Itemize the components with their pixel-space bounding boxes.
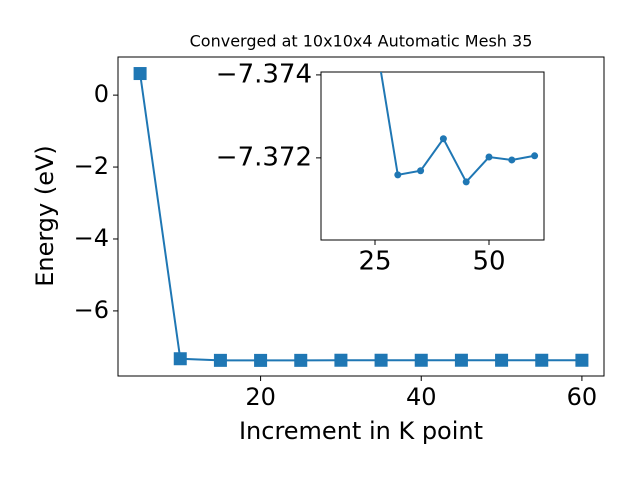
data-point <box>173 352 187 366</box>
y-axis-label: Energy (eV) <box>31 145 59 287</box>
x-tick-label: 50 <box>472 247 505 277</box>
data-point <box>254 353 268 367</box>
y-tick-label: 0 <box>94 80 109 108</box>
data-point <box>213 353 227 367</box>
data-point <box>414 353 428 367</box>
plot-area <box>320 71 545 241</box>
data-point <box>462 178 470 186</box>
x-tick-label: 25 <box>358 247 391 277</box>
data-point <box>334 353 348 367</box>
y-tick-label: −4 <box>74 224 109 252</box>
data-point <box>535 353 549 367</box>
x-axis-label: Increment in K point <box>239 417 483 445</box>
chart-title: Converged at 10x10x4 Automatic Mesh 35 <box>190 32 533 51</box>
data-line <box>379 72 535 184</box>
data-point <box>575 353 589 367</box>
data-point <box>374 353 388 367</box>
y-tick-label: −2 <box>74 152 109 180</box>
x-tick-label: 20 <box>245 383 276 411</box>
data-point <box>531 152 539 160</box>
data-point <box>439 135 447 143</box>
data-point <box>294 353 308 367</box>
y-tick-label: −7.374 <box>216 59 312 89</box>
y-tick-label: −6 <box>74 296 109 324</box>
data-point <box>495 353 509 367</box>
data-point <box>508 156 516 164</box>
data-point <box>485 153 493 161</box>
data-point <box>454 353 468 367</box>
data-point <box>133 67 147 81</box>
data-point <box>417 167 425 175</box>
x-tick-label: 60 <box>567 383 598 411</box>
x-tick-label: 40 <box>406 383 437 411</box>
data-point <box>394 171 402 179</box>
y-tick-label: −7.372 <box>216 142 312 172</box>
plot-content <box>379 72 539 186</box>
plot-content <box>133 67 589 367</box>
data-line <box>139 73 582 362</box>
